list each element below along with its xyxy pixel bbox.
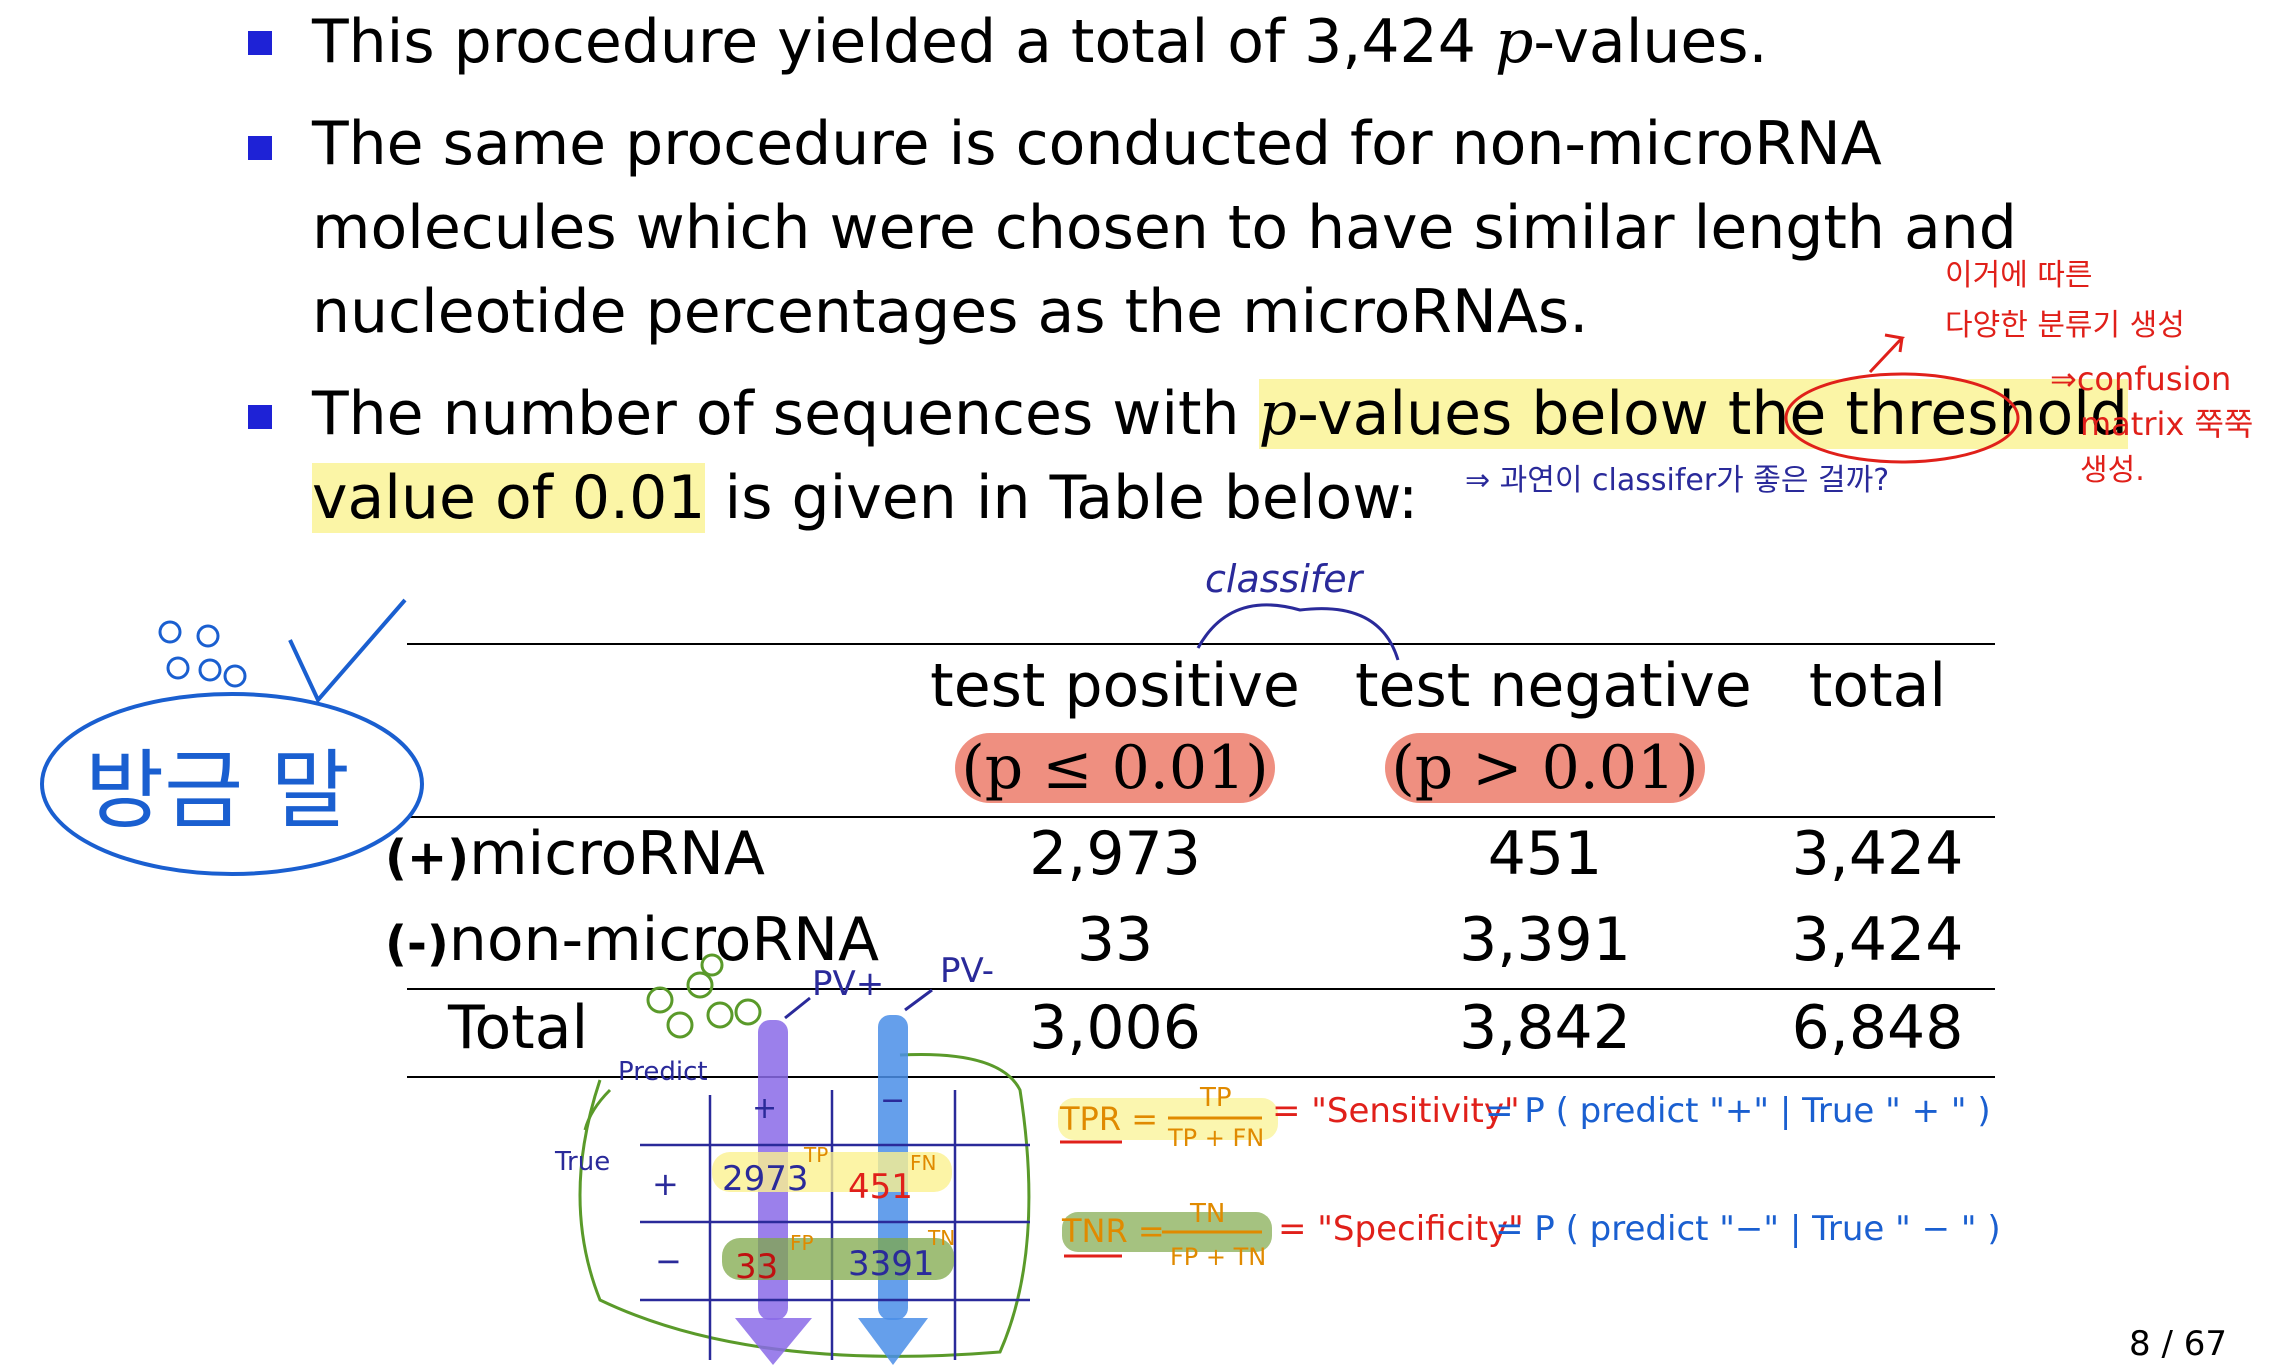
pv-arrows <box>784 988 933 1020</box>
bullet-3-line-2: value of 0.01 is given in Table below: <box>312 463 1419 533</box>
tp-value: 2973 <box>722 1159 809 1199</box>
table-cell: 33 <box>1076 905 1154 975</box>
tpr-name: = "Sensitivity" <box>1272 1091 1520 1131</box>
left-ellipse <box>40 692 424 876</box>
cm-minus-row: − <box>655 1242 682 1280</box>
table-row-label: Total <box>448 993 589 1063</box>
cm-green-outline <box>578 1052 1031 1358</box>
predict-label: Predict <box>618 1057 708 1087</box>
tnr-probability: = P ( predict "−" | True " − " ) <box>1495 1209 2001 1249</box>
left-stars <box>158 620 247 688</box>
table-cell: 3,424 <box>1791 905 1964 975</box>
table-cell: 6,848 <box>1791 993 1964 1063</box>
tnr-denominator: FP + TN <box>1170 1243 1266 1271</box>
tpr-numerator: TP <box>1199 1083 1232 1113</box>
header-negative-condition: (p > 0.01) <box>1355 726 1735 810</box>
table-cell: 2,973 <box>1029 819 1201 889</box>
korean-note-2: 다양한 분류기 생성 <box>1945 308 2185 343</box>
table-cell: 451 <box>1487 819 1603 889</box>
tp-fn-highlight <box>712 1152 952 1192</box>
tnr-name: = "Specificity" <box>1278 1209 1524 1249</box>
green-stars <box>646 953 762 1039</box>
table-cell: 3,842 <box>1459 993 1631 1063</box>
cm-green-outline-left <box>583 1088 612 1131</box>
table-row-label: (-)non-microRNA <box>385 905 879 975</box>
tnr-numerator: TN <box>1189 1199 1225 1229</box>
bullet-marker <box>248 136 272 160</box>
header-total: total <box>1808 651 1947 721</box>
pv-plus-arrow-head <box>735 1318 812 1365</box>
confusion-note-1: ⇒confusion <box>2050 360 2231 398</box>
korean-note-1: 이거에 따른 <box>1945 258 2093 293</box>
confusion-note-2: matrix 쭉쭉 <box>2080 405 2253 443</box>
table-cell: 3,424 <box>1791 819 1964 889</box>
cm-grid <box>640 1090 1030 1360</box>
pv-plus-label: PV+ <box>812 964 884 1004</box>
bullet-2-line-1: The same procedure is conducted for non-… <box>312 109 1882 179</box>
bullet-3-line-1: The number of sequences with p-values be… <box>312 379 2128 449</box>
bullet-marker <box>248 31 272 55</box>
table-header-rule <box>407 816 1995 818</box>
classifier-label: classifer <box>1205 557 1365 601</box>
classifier-arc <box>1196 603 1400 661</box>
table-cell: 3,006 <box>1029 993 1201 1063</box>
header-test-positive: test positive <box>930 651 1300 721</box>
tnr-lhs: TNR = <box>1061 1212 1165 1250</box>
tpr-lhs: TPR = <box>1059 1100 1158 1138</box>
tn-tag: TN <box>927 1226 955 1250</box>
pv-minus-arrow-head <box>858 1318 928 1365</box>
true-label: True <box>554 1147 610 1177</box>
bullet-marker <box>248 405 272 429</box>
bullet-2-line-2: molecules which were chosen to have simi… <box>312 193 2017 263</box>
tpr-denominator: TP + FN <box>1167 1124 1264 1152</box>
fn-tag: FN <box>910 1151 936 1175</box>
fp-tn-highlight <box>722 1238 954 1280</box>
header-positive-condition: (p ≤ 0.01) <box>930 726 1300 810</box>
header-test-negative: test negative <box>1355 651 1752 721</box>
pv-minus-label: PV- <box>940 951 994 991</box>
confusion-note-3: 생성. <box>2080 453 2145 488</box>
fn-value: 451 <box>848 1167 913 1207</box>
page-number: 8 / 67 <box>2129 1324 2227 1364</box>
table-bottom-rule <box>407 1076 1995 1078</box>
tpr-probability: = P ( predict "+" | True " + " ) <box>1485 1091 1991 1131</box>
cm-plus-col: + <box>752 1091 777 1126</box>
fp-tag: FP <box>790 1231 814 1255</box>
tp-tag: TP <box>803 1143 828 1167</box>
bullet-1-text: This procedure yielded a total of 3,424 … <box>312 7 1768 77</box>
fp-value: 33 <box>735 1247 778 1287</box>
table-row-label: (+)microRNA <box>385 819 765 889</box>
cm-plus-row: + <box>652 1165 679 1203</box>
table-cell: 3,391 <box>1459 905 1631 975</box>
red-arrow <box>1868 333 1905 374</box>
left-korean: 방금 말 <box>85 741 350 841</box>
bullet-2-line-3: nucleotide percentages as the microRNAs. <box>312 277 1589 347</box>
classifier-question: ⇒ 과연이 classifer가 좋은 걸까? <box>1465 463 1889 498</box>
tn-value: 3391 <box>848 1244 935 1284</box>
table-total-rule <box>407 988 1995 990</box>
cm-minus-col: − <box>880 1083 905 1118</box>
left-check <box>288 598 407 704</box>
threshold-circle <box>1784 372 2020 464</box>
